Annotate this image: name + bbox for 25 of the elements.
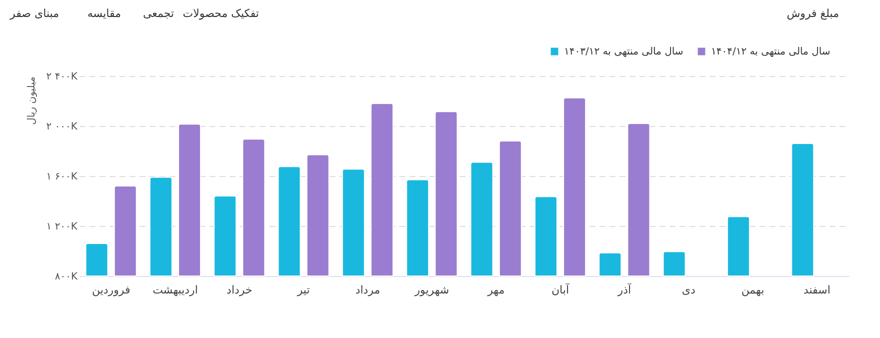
x-tick-label: آذر bbox=[616, 282, 632, 296]
x-tick-label: اسفند bbox=[803, 284, 830, 296]
x-tick-label: مرداد bbox=[355, 284, 380, 296]
x-tick-label: فروردین bbox=[92, 284, 130, 296]
x-tick-label: آبان bbox=[551, 282, 570, 296]
x-tick-label: مهر bbox=[486, 284, 505, 296]
x-tick-label: بهمن bbox=[741, 284, 764, 296]
x-tick-label: اردیبهشت bbox=[152, 284, 198, 296]
legend-label: سال مالی منتهی به ۱۴۰۳/۱۲ bbox=[564, 46, 684, 58]
text: مبلغ فروش bbox=[786, 7, 840, 20]
y-axis-title: میلیون ریال bbox=[26, 76, 38, 125]
x-tick-label: خرداد bbox=[226, 284, 252, 296]
y-tick-label: ۲ ۴۰۰K bbox=[46, 72, 78, 82]
x-tick-label: شهریور bbox=[414, 284, 450, 296]
text: تجمعی bbox=[143, 7, 174, 20]
x-tick-label: تیر bbox=[296, 284, 310, 296]
text: مبنای صفر bbox=[9, 7, 60, 20]
y-tick-label: ۸۰۰K bbox=[54, 272, 78, 282]
y-tick-label: ۲ ۰۰۰K bbox=[46, 122, 78, 132]
text: مقایسه bbox=[87, 7, 122, 20]
legend-label: سال مالی منتهی به ۱۴۰۴/۱۲ bbox=[711, 46, 830, 58]
x-tick-label: دی bbox=[682, 284, 696, 296]
y-tick-label: ۱ ۶۰۰K bbox=[46, 172, 78, 182]
text: تفکیک محصولات bbox=[182, 7, 259, 20]
y-tick-label: ۱ ۲۰۰K bbox=[46, 222, 78, 232]
